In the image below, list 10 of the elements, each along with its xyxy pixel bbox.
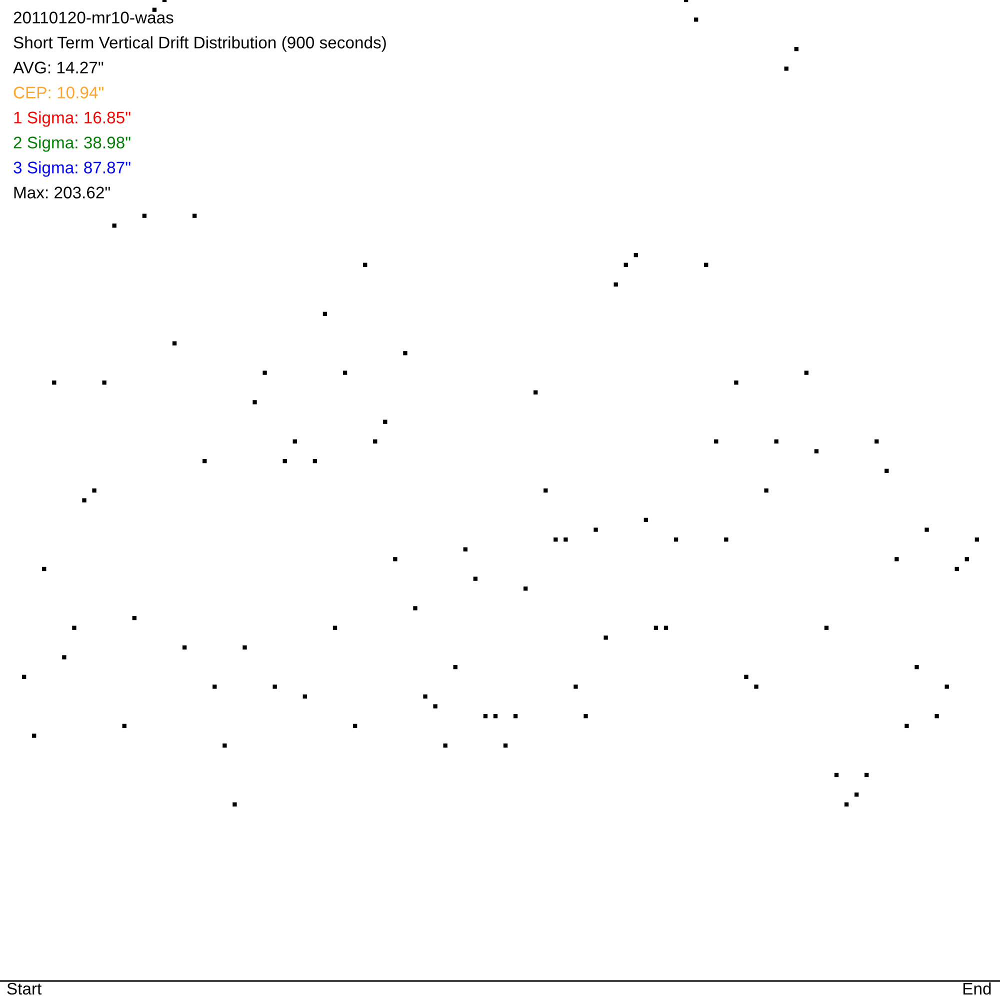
annotation: 1 Sigma: 16.85": [14, 111, 130, 127]
x-tick-label: End: [963, 982, 991, 995]
x-tick-label: Start: [7, 982, 42, 995]
text: 20110120-mr10-waas: [14, 12, 174, 24]
annotation: Max: 203.62": [14, 186, 110, 198]
annotation: CEP: 10.94": [14, 86, 104, 98]
annotation: 2 Sigma: 38.98": [14, 136, 130, 152]
annotation: 3 Sigma: 87.87": [14, 161, 130, 177]
text: Short Term Vertical Drift Distribution (900 seconds): [14, 36, 386, 52]
annotation: AVG: 14.27": [13, 62, 104, 74]
